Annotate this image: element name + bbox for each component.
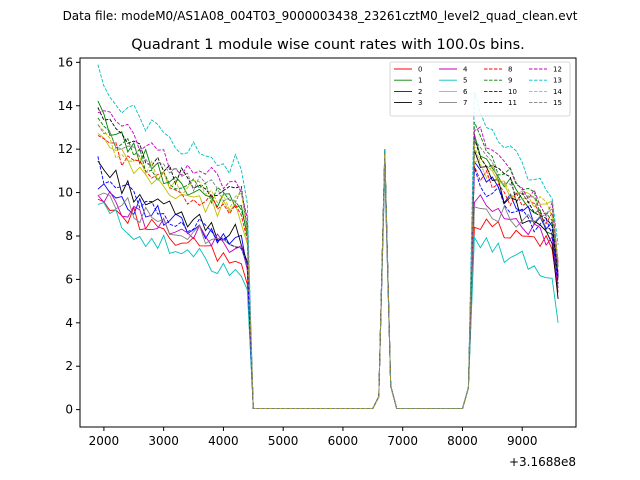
x-tick-label: 2000 <box>89 434 120 448</box>
y-tick-label: 10 <box>58 186 73 200</box>
legend-label-13: 13 <box>553 77 562 85</box>
x-offset-label: +3.1688e8 <box>509 455 576 469</box>
x-tick-label: 7000 <box>387 434 418 448</box>
y-tick-label: 6 <box>65 272 73 286</box>
x-tick-label: 4000 <box>208 434 239 448</box>
series-line-15 <box>97 124 559 410</box>
legend-label-3: 3 <box>418 99 422 107</box>
legend-label-5: 5 <box>463 77 467 85</box>
y-tick-label: 14 <box>58 99 73 113</box>
series-layer <box>97 64 559 410</box>
series-line-13 <box>97 64 559 410</box>
series-line-14 <box>97 124 559 410</box>
legend-label-10: 10 <box>508 88 517 96</box>
series-line-9 <box>97 117 559 410</box>
series-line-12 <box>97 110 559 410</box>
legend-box <box>389 61 571 117</box>
legend-label-1: 1 <box>418 77 422 85</box>
series-line-11 <box>97 107 559 410</box>
legend-label-0: 0 <box>418 66 422 74</box>
series-line-6 <box>97 133 559 410</box>
legend-label-6: 6 <box>463 88 468 96</box>
y-tick-label: 4 <box>65 316 73 330</box>
legend-label-2: 2 <box>418 88 422 96</box>
series-line-10 <box>97 155 559 410</box>
y-tick-label: 8 <box>65 229 73 243</box>
y-tick-label: 2 <box>65 359 73 373</box>
legend-label-12: 12 <box>553 66 562 74</box>
chart-suptitle: Data file: modeM0/AS1A08_004T03_90000034… <box>63 9 578 23</box>
legend-label-11: 11 <box>508 99 517 107</box>
x-tick-label: 8000 <box>447 434 478 448</box>
legend-label-14: 14 <box>553 88 562 96</box>
y-tick-label: 12 <box>58 142 73 156</box>
chart-title: Quadrant 1 module wise count rates with … <box>131 37 525 53</box>
series-line-8 <box>97 135 559 410</box>
series-line-5 <box>97 170 559 410</box>
legend-label-7: 7 <box>463 99 467 107</box>
legend-label-4: 4 <box>463 66 468 74</box>
x-tick-label: 5000 <box>268 434 299 448</box>
legend-label-8: 8 <box>508 66 512 74</box>
x-tick-label: 6000 <box>328 434 359 448</box>
y-axis: 0 2 4 6 8 10 12 14 16 <box>58 55 80 417</box>
x-axis: 2000 3000 4000 5000 6000 7000 8000 9000 <box>89 427 538 448</box>
y-tick-label: 0 <box>65 403 73 417</box>
series-line-3 <box>97 150 559 410</box>
x-tick-label: 9000 <box>507 434 538 448</box>
series-line-2 <box>97 159 559 410</box>
plot-frame <box>79 57 577 428</box>
series-line-7 <box>97 162 559 410</box>
series-line-1 <box>97 100 559 410</box>
legend-label-15: 15 <box>553 99 562 107</box>
legend-label-9: 9 <box>508 77 512 85</box>
x-tick-label: 3000 <box>148 434 179 448</box>
y-tick-label: 16 <box>58 55 73 69</box>
